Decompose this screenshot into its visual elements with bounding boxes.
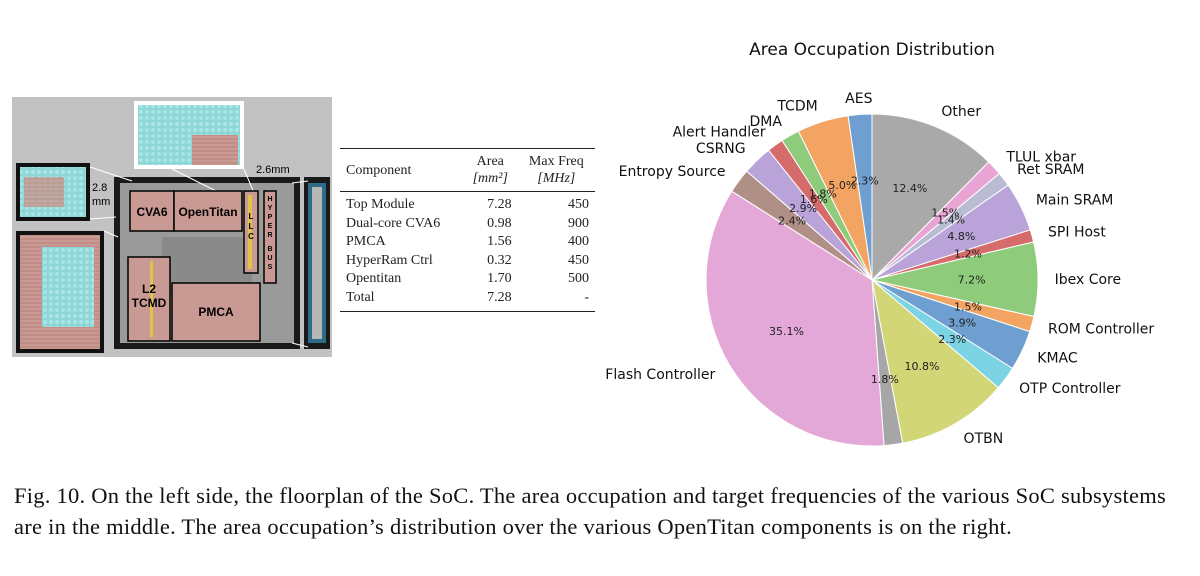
header-component: Component	[346, 162, 412, 178]
table-row: Total 7.28 -	[340, 289, 595, 312]
opentitan-label: OpenTitan	[178, 205, 237, 219]
pie-category-label: SPI Host	[1048, 224, 1106, 240]
cell-freq: 900	[568, 215, 589, 231]
table-row: HyperRam Ctrl 0.32 450	[340, 252, 595, 271]
cell-component: Top Module	[346, 197, 415, 212]
cell-area: 7.28	[487, 197, 512, 212]
pie-category-label: Alert Handler	[673, 125, 766, 141]
cva6-block	[129, 190, 175, 232]
cell-component: HyperRam Ctrl	[346, 252, 433, 268]
pie-percent-label: 1.6%	[800, 193, 828, 206]
pmca-label: PMCA	[198, 305, 234, 319]
pie-category-label: DMA	[750, 114, 783, 130]
table-header-row: Component Area [mm²] Max Freq [MHz]	[340, 148, 595, 192]
pie-category-label: OTP Controller	[1019, 381, 1121, 397]
table-row: Opentitan 1.70 500	[340, 270, 595, 289]
l2-tcmd-block	[127, 256, 171, 342]
pie-slice	[847, 113, 873, 281]
table-row: Dual-core CVA6 0.98 900	[340, 215, 595, 234]
pie-percent-label: 1.2%	[954, 248, 982, 261]
header-freq: Max Freq [MHz]	[518, 149, 595, 192]
pie-percent-label: 4.8%	[947, 230, 975, 243]
header-freq-label: Max Freq	[528, 154, 584, 169]
cell-area: 0.32	[487, 252, 512, 268]
pmca-block	[171, 282, 261, 342]
pie-slice	[871, 278, 1000, 444]
header-area-unit: [mm²]	[472, 171, 508, 186]
pie-percent-label: 5.0%	[828, 179, 856, 192]
header-area: Area [mm²]	[463, 149, 518, 192]
l2-label: L2	[142, 282, 156, 296]
pie-percent-label: 1.5%	[954, 300, 982, 313]
pie-category-label: Main SRAM	[1036, 192, 1114, 208]
pie-percent-label: 3.9%	[948, 316, 976, 329]
pie-category-label: ROM Controller	[1048, 322, 1154, 338]
pie-slices	[705, 113, 1039, 447]
pie-percent-label: 2.9%	[789, 202, 817, 215]
height-dim-unit: mm	[92, 196, 110, 208]
cell-area: 1.70	[487, 271, 512, 286]
height-dim-value: 2.8	[92, 182, 107, 194]
area-frequency-table: Component Area [mm²] Max Freq [MHz] Top …	[340, 148, 595, 312]
pie-category-label: Ret SRAM	[1017, 162, 1084, 178]
cell-component: Dual-core CVA6	[346, 215, 441, 231]
cell-freq: 500	[568, 271, 589, 286]
pie-category-label: Other	[941, 104, 981, 120]
pie-percent-label: 1.8%	[871, 373, 899, 386]
pie-percent-label: 10.8%	[904, 360, 939, 373]
cell-area: 0.98	[487, 215, 512, 231]
cell-freq: 400	[568, 234, 589, 249]
pie-category-label: OTBN	[964, 431, 1004, 447]
chart-title: Area Occupation Distribution	[749, 40, 995, 60]
cell-component: PMCA	[346, 234, 386, 249]
cell-freq: -	[584, 289, 589, 305]
pie-percent-label: 12.4%	[892, 182, 927, 195]
pie-category-label: TLUL xbar	[1005, 149, 1076, 165]
cell-component: Opentitan	[346, 271, 402, 286]
pie-slice	[871, 113, 990, 282]
cva6-label: CVA6	[136, 205, 167, 219]
pie-category-label: Entropy Source	[619, 164, 726, 180]
pie-category-label: CSRNG	[696, 141, 746, 157]
cell-area: 1.56	[487, 234, 512, 249]
width-dim: 2.6mm	[256, 164, 290, 176]
opentitan-block	[173, 190, 243, 232]
area-distribution-pie-chart: Area Occupation Distribution 12.4%1.5%1.…	[605, 40, 1154, 447]
header-freq-unit: [MHz]	[537, 171, 576, 186]
pie-percent-label: 1.8%	[809, 187, 837, 200]
table-row: Top Module 7.28 450	[340, 192, 595, 215]
pie-category-label: AES	[845, 91, 872, 107]
header-area-label: Area	[476, 154, 504, 169]
hyperbus-block	[263, 190, 277, 284]
pie-percent-label: 2.4%	[778, 215, 806, 228]
pie-percent-label: 2.3%	[938, 333, 966, 346]
cell-freq: 450	[568, 197, 589, 212]
pie-category-label: Flash Controller	[605, 367, 715, 383]
pie-percent-labels: 12.4%1.5%1.4%4.8%1.2%7.2%1.5%3.9%2.3%10.…	[769, 175, 986, 386]
pie-slice	[705, 190, 885, 447]
cell-component: Total	[346, 289, 375, 305]
pie-percent-label: 1.4%	[937, 214, 965, 227]
pie-percent-label: 35.1%	[769, 325, 804, 338]
pie-percent-label: 1.5%	[931, 207, 959, 220]
area-frequency-table-wrap: Component Area [mm²] Max Freq [MHz] Top …	[340, 148, 595, 312]
figure-caption: Fig. 10. On the left side, the floorplan…	[14, 483, 1167, 539]
cell-freq: 450	[568, 252, 589, 268]
pie-category-label: KMAC	[1037, 351, 1078, 367]
pie-percent-label: 7.2%	[958, 274, 986, 287]
tcmd-label: TCMD	[132, 296, 167, 310]
pie-category-label: Ibex Core	[1055, 272, 1122, 288]
cell-area: 7.28	[487, 289, 512, 305]
table-row: PMCA 1.56 400	[340, 233, 595, 252]
pie-category-label: TCDM	[776, 99, 817, 115]
pie-percent-label: 2.3%	[851, 175, 879, 188]
